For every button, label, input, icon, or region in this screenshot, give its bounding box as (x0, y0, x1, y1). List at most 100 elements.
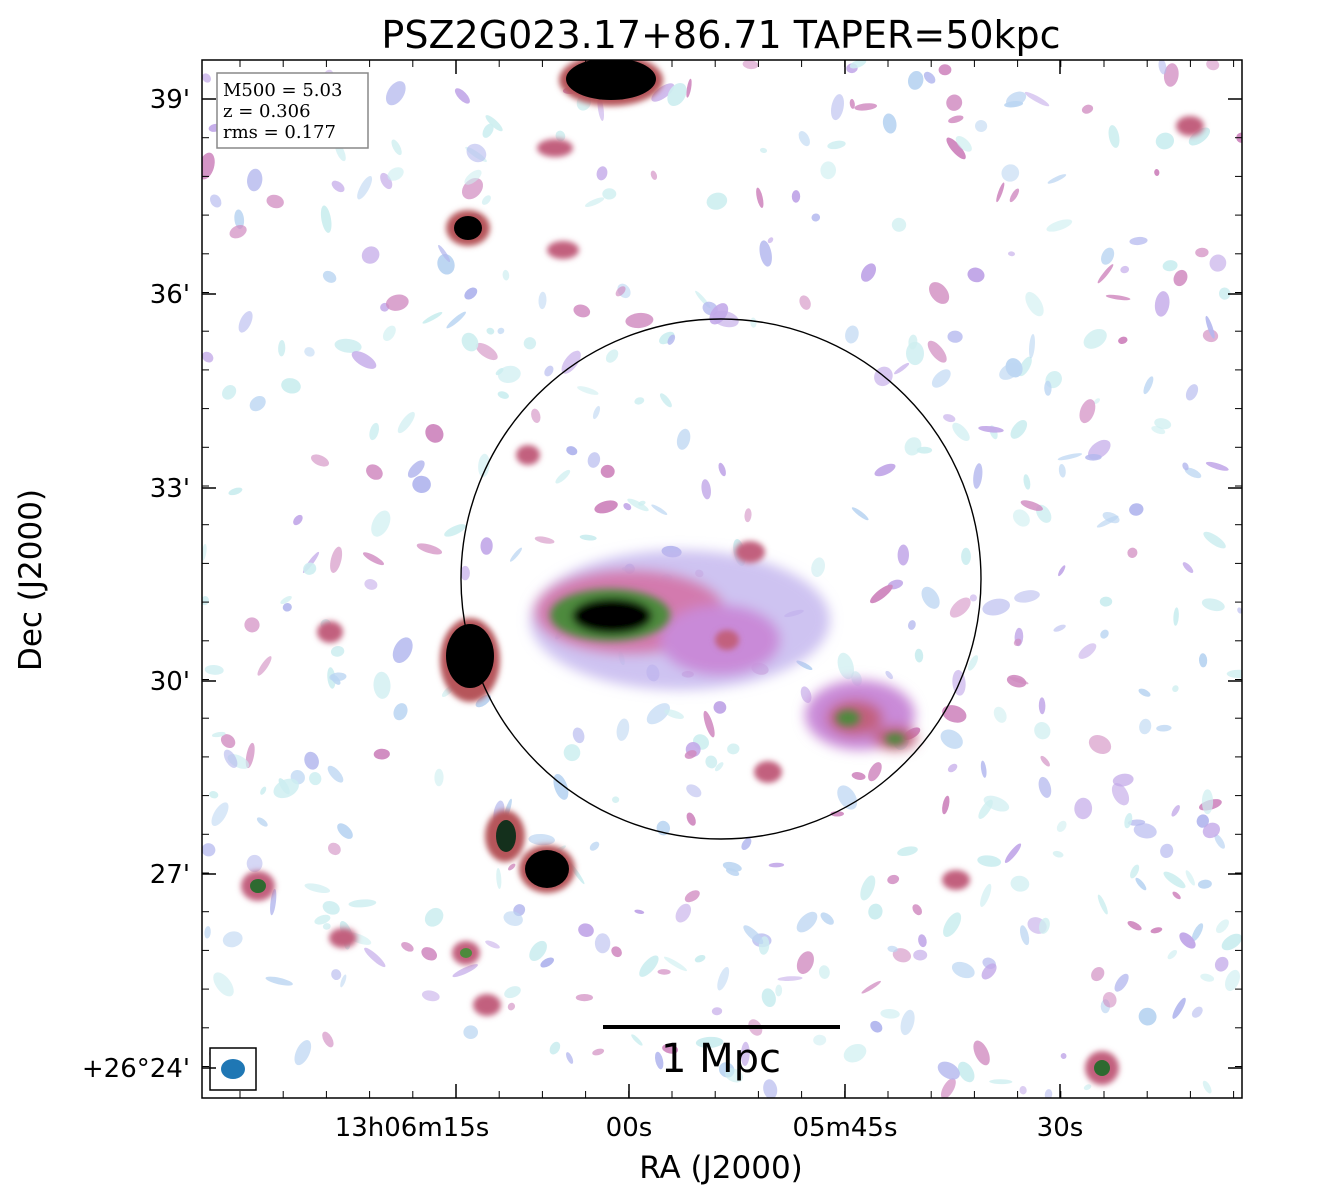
noise-speckle (759, 240, 772, 267)
noise-speckle (969, 594, 977, 602)
noise-speckle (1101, 247, 1115, 265)
noise-speckle (651, 504, 668, 515)
noise-speckle (572, 727, 585, 744)
noise-speckle (616, 718, 630, 741)
noise-speckle (1012, 509, 1030, 527)
noise-speckle (1020, 500, 1043, 511)
noise-speckle (1138, 688, 1151, 697)
noise-speckle (1198, 653, 1208, 668)
noise-speckle (761, 988, 776, 1008)
aperture-circle (460, 318, 982, 840)
noise-speckle (314, 914, 331, 925)
noise-speckle (322, 270, 337, 283)
noise-speckle (811, 557, 825, 577)
noise-speckle (309, 772, 322, 786)
noise-speckle (791, 190, 801, 203)
noise-speckle (331, 180, 345, 193)
noise-speckle (229, 224, 247, 239)
noise-speckle (1225, 969, 1240, 991)
noise-speckle (584, 197, 605, 208)
noise-speckle (1150, 927, 1163, 934)
noise-speckle (294, 1040, 312, 1066)
noise-speckle (1079, 399, 1096, 424)
x-tick-label: 30s (1037, 1113, 1084, 1143)
noise-speckle (421, 947, 438, 961)
noise-speckle (1100, 629, 1109, 639)
noise-speckle (1135, 877, 1147, 891)
beam-ellipse (221, 1059, 245, 1079)
noise-speckle (478, 453, 490, 478)
noise-speckle (989, 1079, 1013, 1085)
noise-speckle (701, 479, 711, 500)
noise-speckle (328, 842, 341, 856)
noise-speckle (1025, 291, 1044, 317)
noise-speckle (577, 386, 599, 395)
noise-speckle (946, 94, 963, 111)
noise-speckle (1038, 697, 1046, 715)
noise-speckle (1023, 474, 1031, 490)
noise-speckle (1029, 333, 1035, 359)
noise-speckle (364, 947, 386, 968)
noise-speckle (1009, 676, 1029, 685)
noise-speckle (246, 854, 263, 873)
noise-speckle (703, 710, 715, 738)
noise-speckle (646, 703, 671, 725)
noise-speckle (1209, 254, 1227, 272)
noise-speckle (407, 460, 425, 478)
noise-speckle (1091, 967, 1105, 982)
noise-speckle (623, 502, 632, 511)
noise-speckle (1057, 453, 1083, 461)
noise-speckle (273, 778, 299, 799)
noise-speckle (278, 340, 286, 357)
noise-speckle (1133, 823, 1157, 839)
noise-speckle (775, 984, 783, 997)
noise-speckle (202, 596, 209, 606)
noise-speckle (882, 113, 897, 134)
noise-speckle (921, 586, 940, 609)
noise-speckle (497, 327, 505, 335)
noise-speckle (927, 340, 947, 363)
noise-speckle (1139, 718, 1152, 735)
noise-speckle (897, 544, 910, 566)
noise-speckle (461, 332, 479, 352)
noise-speckle (566, 1052, 574, 1064)
noise-speckle (1047, 174, 1067, 184)
noise-speckle (1005, 358, 1023, 378)
noise-speckle (1155, 132, 1175, 150)
noise-speckle (695, 1036, 724, 1048)
noise-speckle (587, 452, 601, 468)
noise-speckle (1111, 783, 1130, 806)
noise-speckle (887, 874, 900, 885)
noise-speckle (425, 424, 444, 443)
noise-speckle (1058, 464, 1066, 478)
noise-speckle (438, 244, 451, 263)
noise-speckle (220, 734, 236, 749)
noise-speckle (663, 956, 688, 972)
noise-speckle (996, 182, 1005, 203)
noise-speckle (957, 1061, 975, 1083)
noise-speckle (529, 940, 547, 961)
noise-speckle (894, 362, 910, 375)
noise-speckle (615, 286, 626, 297)
noise-speckle (931, 369, 951, 388)
noise-speckle (544, 365, 554, 377)
noise-speckle (1014, 590, 1040, 603)
noise-speckle (639, 955, 659, 977)
noise-speckle (579, 534, 597, 541)
noise-speckle (266, 194, 284, 209)
noise-speckle (330, 646, 345, 657)
noise-speckle (387, 167, 404, 181)
noise-speckle (496, 868, 502, 889)
noise-speckle (686, 784, 702, 798)
noise-speckle (222, 931, 243, 948)
noise-speckle (941, 1078, 956, 1098)
noise-speckle (929, 282, 950, 304)
noise-speckle (1010, 875, 1030, 892)
noise-speckle (480, 537, 493, 555)
noise-speckle (657, 969, 671, 975)
noise-speckle (818, 965, 830, 979)
noise-speckle (385, 81, 406, 106)
noise-speckle (975, 119, 988, 133)
noise-speckle (711, 1007, 723, 1016)
noise-speckle (741, 837, 752, 851)
